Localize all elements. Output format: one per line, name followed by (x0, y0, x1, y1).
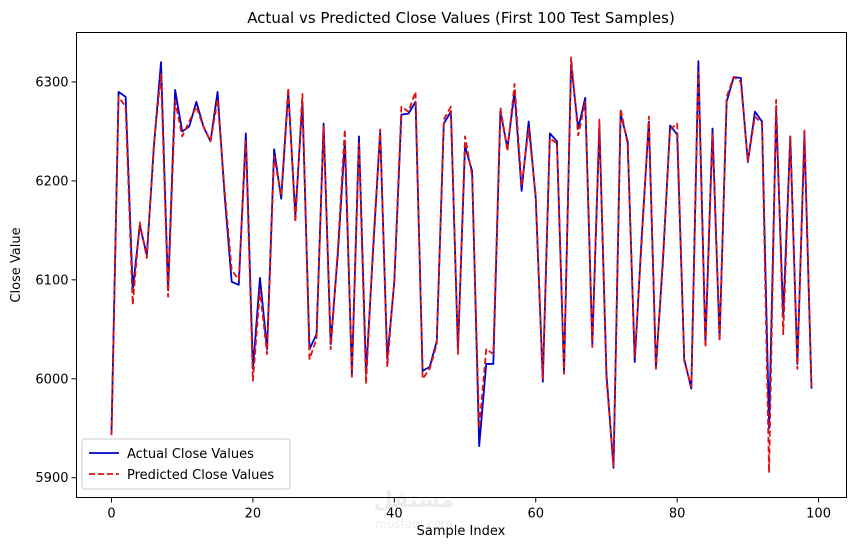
x-axis-label: Sample Index (417, 524, 506, 539)
y-tick-label: 6200 (35, 174, 68, 189)
y-axis-label: Close Value (9, 227, 24, 302)
chart-title: Actual vs Predicted Close Values (First … (247, 9, 675, 27)
x-tick-label: 80 (669, 507, 686, 522)
legend-label-actual: Actual Close Values (127, 447, 254, 462)
x-tick-label: 40 (386, 507, 403, 522)
y-tick-label: 6000 (35, 372, 68, 387)
plot-lines (110, 56, 813, 474)
y-tick-label: 6100 (35, 273, 68, 288)
legend: Actual Close Values Predicted Close Valu… (81, 438, 291, 490)
plot-frame (76, 32, 847, 498)
series-line-predicted (110, 56, 813, 474)
x-tick-label: 60 (527, 507, 544, 522)
legend-box (81, 438, 291, 490)
x-tick-label: 0 (107, 507, 115, 522)
x-tick-label: 20 (245, 507, 262, 522)
y-axis-ticks: 5900 6000 6100 6200 6300 (35, 75, 77, 486)
x-tick-label: 100 (806, 507, 831, 522)
watermark-logo-text: مستقل (374, 488, 454, 513)
legend-label-predicted: Predicted Close Values (127, 468, 274, 483)
y-tick-label: 6300 (35, 75, 68, 90)
watermark-url: mostaql.com (375, 517, 453, 531)
y-tick-label: 5900 (35, 471, 68, 486)
x-axis-ticks: 0 20 40 60 80 100 (107, 497, 831, 522)
